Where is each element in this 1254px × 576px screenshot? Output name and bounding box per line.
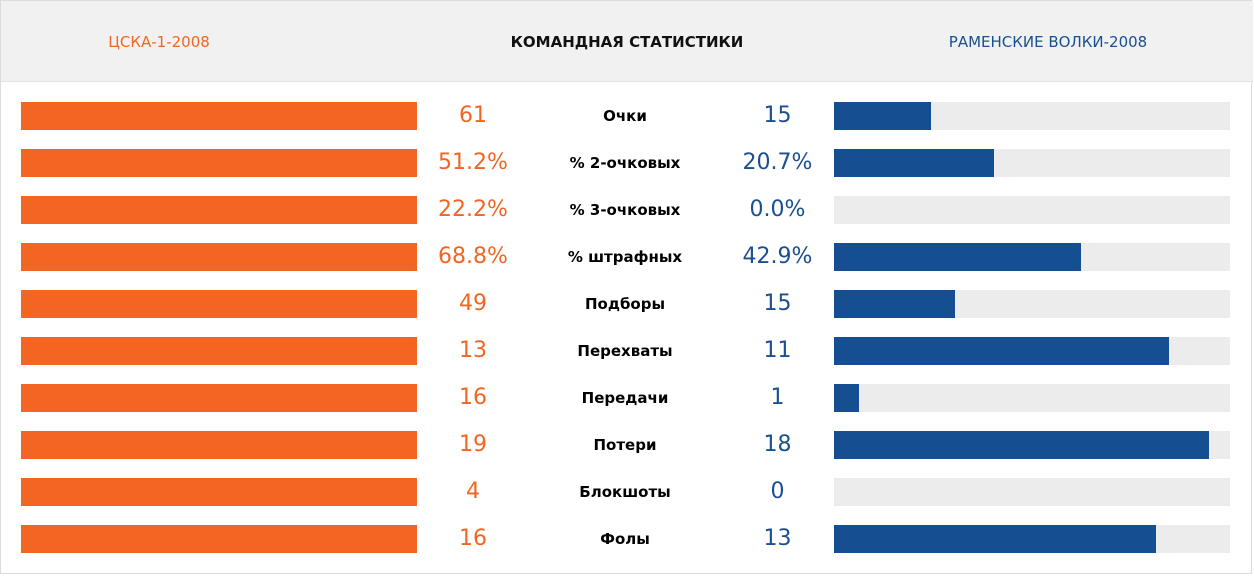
right-team-bar-fill xyxy=(834,431,1209,459)
stat-label: % 3-очковых xyxy=(569,201,681,219)
team-right-name[interactable]: РАМЕНСКИЕ ВОЛКИ-2008 xyxy=(948,33,1148,51)
right-team-bar xyxy=(834,290,1230,318)
stat-row: 68.8% % штрафных 42.9% xyxy=(0,243,1254,271)
left-team-bar xyxy=(21,525,417,553)
right-team-bar xyxy=(834,337,1230,365)
left-team-value: 4 xyxy=(466,479,480,504)
left-team-value: 19 xyxy=(459,432,487,457)
right-team-bar-fill xyxy=(834,102,932,130)
team-left-name[interactable]: ЦСКА-1-2008 xyxy=(108,33,210,51)
left-team-value: 68.8% xyxy=(438,244,508,269)
stat-row: 22.2% % 3-очковых 0.0% xyxy=(0,196,1254,224)
right-team-bar xyxy=(834,525,1230,553)
left-team-value: 13 xyxy=(459,338,487,363)
stat-label: Потери xyxy=(593,436,657,454)
right-team-bar xyxy=(834,431,1230,459)
right-team-value: 11 xyxy=(763,338,792,363)
stats-header: ЦСКА-1-2008 КОМАНДНАЯ СТАТИСТИКИ РАМЕНСК… xyxy=(1,1,1253,82)
stat-row: 49 Подборы 15 xyxy=(0,290,1254,318)
left-team-bar xyxy=(21,478,417,506)
right-team-value: 0 xyxy=(770,479,785,504)
stat-label: % штрафных xyxy=(567,248,683,266)
right-team-value: 42.9% xyxy=(742,244,813,269)
stat-row: 16 Фолы 13 xyxy=(0,525,1254,553)
right-team-value: 1 xyxy=(770,385,785,410)
right-team-value: 20.7% xyxy=(742,150,813,175)
left-team-bar-fill xyxy=(21,525,417,553)
left-team-bar xyxy=(21,337,417,365)
right-team-bar xyxy=(834,384,1230,412)
stat-label: Очки xyxy=(603,107,647,125)
right-team-bar-fill xyxy=(834,243,1081,271)
left-team-bar-fill xyxy=(21,149,417,177)
stat-label: Передачи xyxy=(581,389,669,407)
right-team-bar-fill xyxy=(834,149,995,177)
left-team-value: 51.2% xyxy=(438,150,508,175)
right-team-bar-fill xyxy=(834,525,1156,553)
right-team-value: 15 xyxy=(763,291,792,316)
left-team-bar-fill xyxy=(21,102,417,130)
left-team-value: 61 xyxy=(459,103,487,128)
right-team-value: 0.0% xyxy=(749,197,806,222)
stats-title: КОМАНДНАЯ СТАТИСТИКИ xyxy=(510,33,744,51)
stat-row: 4 Блокшоты 0 xyxy=(0,478,1254,506)
stat-label: Блокшоты xyxy=(579,483,671,501)
stat-label: Перехваты xyxy=(577,342,673,360)
stat-row: 61 Очки 15 xyxy=(0,102,1254,130)
stat-row: 16 Передачи 1 xyxy=(0,384,1254,412)
right-team-value: 15 xyxy=(763,103,792,128)
left-team-bar xyxy=(21,149,417,177)
left-team-bar xyxy=(21,196,417,224)
left-team-value: 16 xyxy=(459,526,487,551)
right-team-bar-fill xyxy=(834,337,1170,365)
right-team-bar xyxy=(834,243,1230,271)
left-team-bar-fill xyxy=(21,196,417,224)
left-team-bar-fill xyxy=(21,478,417,506)
stat-row: 19 Потери 18 xyxy=(0,431,1254,459)
left-team-bar xyxy=(21,384,417,412)
left-team-bar xyxy=(21,290,417,318)
right-team-bar xyxy=(834,196,1230,224)
left-team-bar xyxy=(21,243,417,271)
stat-label: Фолы xyxy=(600,530,650,548)
left-team-bar xyxy=(21,431,417,459)
right-team-value: 18 xyxy=(763,432,792,457)
stat-label: % 2-очковых xyxy=(569,154,681,172)
left-team-bar-fill xyxy=(21,337,417,365)
right-team-value: 13 xyxy=(763,526,792,551)
stat-row: 13 Перехваты 11 xyxy=(0,337,1254,365)
right-team-bar-fill xyxy=(834,290,956,318)
right-team-bar xyxy=(834,102,1230,130)
left-team-value: 22.2% xyxy=(438,197,508,222)
left-team-bar-fill xyxy=(21,290,417,318)
left-team-value: 16 xyxy=(459,385,487,410)
right-team-bar xyxy=(834,149,1230,177)
right-team-bar-fill xyxy=(834,384,859,412)
left-team-bar-fill xyxy=(21,384,417,412)
left-team-bar-fill xyxy=(21,431,417,459)
stat-label: Подборы xyxy=(584,295,666,313)
left-team-bar-fill xyxy=(21,243,417,271)
stat-row: 51.2% % 2-очковых 20.7% xyxy=(0,149,1254,177)
left-team-value: 49 xyxy=(459,291,487,316)
right-team-bar xyxy=(834,478,1230,506)
left-team-bar xyxy=(21,102,417,130)
